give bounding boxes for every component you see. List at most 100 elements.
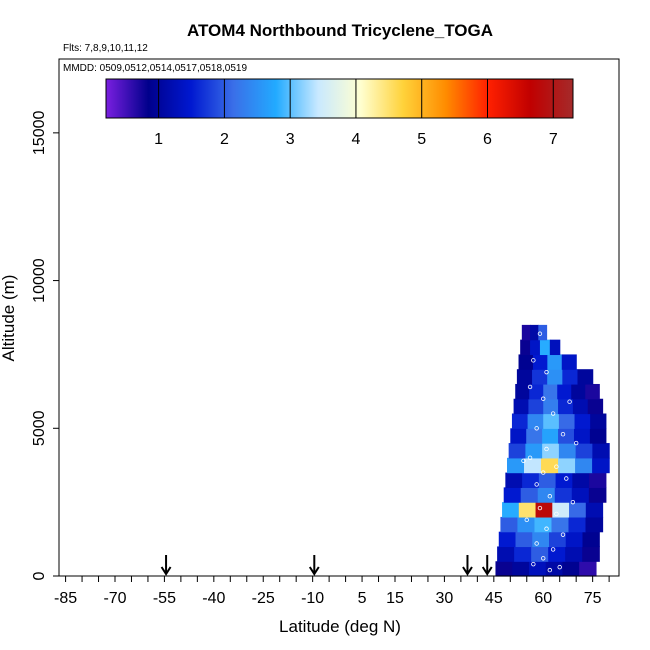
- curtain-cell: [530, 324, 539, 341]
- sample-point: [554, 511, 559, 517]
- curtain-cell: [554, 487, 573, 503]
- curtain-cell: [537, 487, 556, 503]
- flight-arrow: [160, 555, 172, 576]
- curtain-cell: [592, 457, 610, 474]
- curtain-cell: [562, 561, 580, 577]
- y-tick-label: 15000: [31, 111, 48, 156]
- sample-point: [547, 567, 553, 573]
- curtain-cell: [572, 472, 590, 488]
- sample-point: [564, 476, 569, 481]
- curtain-cell: [585, 383, 600, 400]
- curtain-cell: [520, 339, 531, 356]
- x-tick-label: 30: [436, 590, 454, 607]
- curtain-cell: [514, 546, 532, 562]
- curtain-cell: [592, 443, 610, 459]
- flight-arrows-layer: [160, 555, 493, 576]
- x-tick-label: -25: [252, 590, 275, 607]
- plot-frame: [58, 58, 620, 577]
- colorbar-tick-label: 6: [483, 131, 492, 148]
- curtain-cell: [587, 398, 604, 415]
- sample-point: [544, 446, 549, 452]
- curtain-cell: [543, 398, 559, 415]
- curtain-cell: [503, 487, 522, 503]
- curtain-cell: [528, 398, 544, 415]
- sample-point: [560, 431, 566, 437]
- sample-point: [550, 411, 556, 416]
- curtain-cell: [582, 546, 600, 562]
- curtain-cell: [589, 428, 607, 444]
- curtain-cell: [569, 502, 587, 518]
- curtain-cell: [573, 428, 591, 444]
- curtain-cell: [512, 561, 530, 577]
- curtain-cell: [574, 413, 591, 429]
- x-tick-label: -40: [202, 590, 225, 607]
- curtain-cell: [535, 502, 553, 518]
- curtain-cell: [538, 472, 557, 488]
- curtain-cell: [532, 531, 550, 548]
- x-axis-label: Latitude (deg N): [279, 617, 401, 636]
- colorbar-tick-label: 4: [351, 131, 360, 148]
- sample-point: [557, 564, 562, 570]
- curtain-cell: [562, 369, 579, 385]
- curtain-cell: [521, 324, 531, 341]
- curtain-cell: [558, 398, 574, 415]
- sample-point: [550, 547, 556, 552]
- curtain-cell: [547, 369, 563, 385]
- sample-point: [524, 517, 529, 523]
- curtain-cell: [542, 443, 560, 459]
- curtain-cell: [524, 457, 542, 474]
- sample-point: [554, 464, 559, 469]
- curtain-cell: [507, 457, 525, 474]
- colorbar-tick-label: 7: [549, 131, 558, 148]
- curtain-cell: [568, 516, 587, 533]
- curtain-cell: [542, 428, 559, 444]
- curtain-cell: [571, 383, 586, 400]
- curtain-cell: [505, 472, 523, 488]
- x-tick-label: 75: [584, 590, 602, 607]
- x-tick-label: -85: [54, 590, 77, 607]
- flights-label: Flts: 7,8,9,10,11,12: [63, 43, 148, 54]
- curtain-cell: [515, 531, 533, 548]
- sample-point: [537, 331, 543, 336]
- x-tick-label: -70: [103, 590, 126, 607]
- colorbar-tick-label: 3: [286, 131, 295, 148]
- y-axis-label: Altitude (m): [0, 275, 18, 362]
- x-tick-label: 5: [358, 590, 367, 607]
- curtain-cell: [538, 324, 548, 341]
- curtain-cell: [552, 502, 570, 518]
- curtain-cell: [545, 561, 564, 577]
- x-tick-label: -10: [301, 590, 324, 607]
- curtain-cell: [515, 383, 530, 400]
- curtain-cell: [531, 546, 549, 562]
- curtain-cell: [549, 531, 567, 548]
- sample-point: [531, 358, 536, 363]
- mmdd-label: MMDD: 0509,0512,0514,0517,0518,0519: [63, 63, 247, 74]
- curtain-cell: [522, 472, 540, 488]
- curtain-cell: [572, 398, 589, 415]
- curtain-cell: [555, 472, 573, 488]
- flight-arrow: [481, 555, 493, 576]
- curtain-cell: [518, 354, 534, 370]
- curtain-cell: [561, 354, 577, 370]
- colorbar-ticks: 1 2 3 4 5 6 7: [154, 79, 558, 148]
- curtain-cell: [589, 472, 607, 488]
- curtain-cell: [585, 516, 604, 533]
- curtain-cell: [525, 443, 543, 459]
- curtain-cell: [548, 546, 566, 562]
- curtain-cell: [585, 502, 604, 518]
- flight-arrow: [462, 555, 473, 576]
- curtain-cell: [549, 339, 561, 356]
- curtain-cell: [532, 354, 548, 370]
- y-tick-label: 0: [31, 571, 48, 580]
- y-tick-label: 10000: [31, 258, 48, 303]
- curtain-cell: [511, 413, 529, 429]
- curtain-cell: [510, 428, 527, 444]
- curtain-cell: [547, 354, 563, 370]
- curtain-cell: [532, 369, 548, 385]
- curtain-cell: [541, 457, 559, 474]
- curtain-cell: [575, 443, 593, 459]
- sample-point: [570, 499, 576, 505]
- sample-point: [541, 396, 546, 401]
- curtain-cell: [565, 531, 584, 548]
